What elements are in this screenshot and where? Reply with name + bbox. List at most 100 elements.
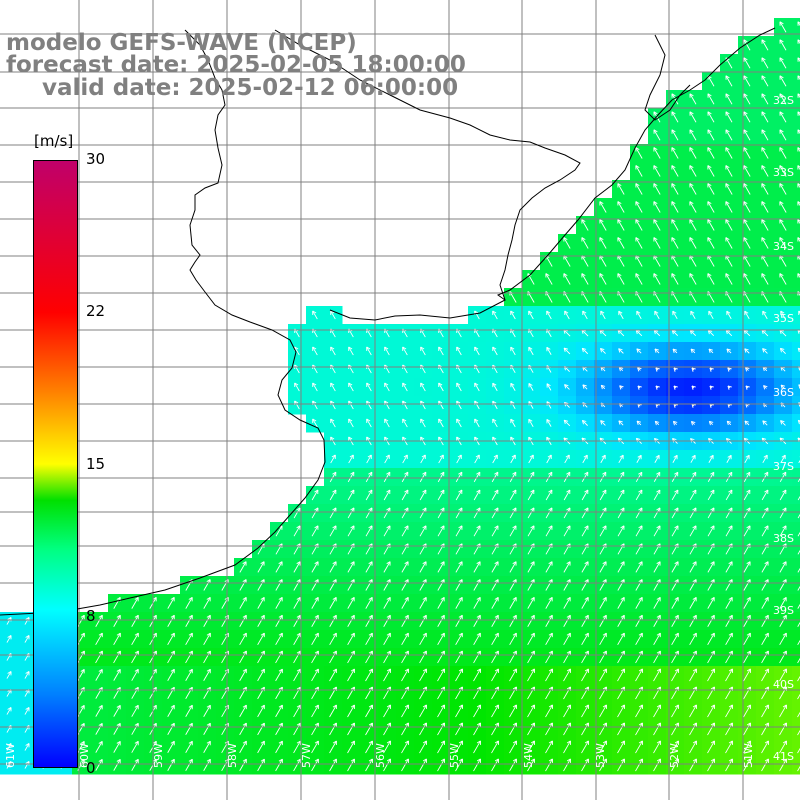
wind-arrow <box>653 111 661 123</box>
lon-label: 59W <box>152 743 165 768</box>
wind-arrow <box>330 418 336 428</box>
wind-arrow <box>779 561 787 573</box>
wind-arrow <box>779 93 787 105</box>
wind-cell <box>792 594 800 613</box>
wind-arrow <box>545 273 553 285</box>
wind-arrow <box>365 561 373 573</box>
wind-arrow <box>491 597 499 609</box>
wind-arrow <box>455 561 463 573</box>
wind-arrow <box>581 273 589 285</box>
wind-arrow <box>653 147 661 159</box>
wind-arrow <box>797 585 800 591</box>
wind-arrow <box>419 758 427 772</box>
wind-arrow <box>293 525 301 537</box>
wind-arrow <box>401 704 409 718</box>
wind-arrow <box>779 722 787 736</box>
wind-arrow <box>690 454 696 463</box>
wind-arrow <box>619 385 624 390</box>
wind-arrow <box>347 471 355 483</box>
wind-arrow <box>653 668 661 682</box>
wind-arrow <box>455 722 463 736</box>
wind-arrow <box>653 525 661 537</box>
wind-arrow <box>690 310 696 320</box>
wind-arrow <box>491 668 499 682</box>
wind-arrow <box>780 384 786 390</box>
wind-cell <box>792 756 800 775</box>
wind-arrow <box>293 650 301 664</box>
wind-arrow <box>689 201 697 213</box>
wind-arrow <box>365 650 373 664</box>
wind-arrow <box>653 129 661 141</box>
wind-arrow <box>419 704 427 718</box>
wind-arrow <box>311 489 319 501</box>
wind-arrow <box>689 740 697 754</box>
wind-arrow <box>563 273 571 285</box>
wind-cell <box>792 126 800 145</box>
wind-arrow <box>95 758 103 771</box>
wind-arrow <box>491 507 499 519</box>
wind-arrow <box>329 561 337 573</box>
wind-arrow <box>671 201 679 213</box>
wind-arrow <box>653 471 661 483</box>
wind-arrow <box>203 650 211 664</box>
wind-arrow <box>113 758 121 771</box>
wind-arrow <box>203 632 211 646</box>
wind-arrow <box>635 668 643 682</box>
wind-arrow <box>365 704 373 718</box>
wind-arrow <box>474 382 480 392</box>
wind-arrow <box>293 704 301 718</box>
wind-arrow <box>347 614 355 627</box>
wind-arrow <box>581 704 589 718</box>
wind-arrow <box>743 614 751 627</box>
wind-cell <box>792 144 800 163</box>
wind-arrow <box>745 367 750 372</box>
wind-arrow <box>185 758 193 771</box>
wind-arrow <box>563 704 571 718</box>
wind-cell <box>792 468 800 487</box>
wind-cell <box>792 504 800 523</box>
wind-arrow <box>599 347 606 354</box>
wind-arrow <box>24 761 30 769</box>
wind-arrow <box>725 129 733 141</box>
wind-arrow <box>743 704 751 718</box>
wind-arrow <box>492 346 498 356</box>
lon-label: 56W <box>374 743 387 768</box>
wind-arrow <box>726 454 732 463</box>
wind-arrow <box>275 668 283 682</box>
wind-arrow <box>473 632 481 646</box>
wind-arrow <box>707 129 715 141</box>
wind-arrow <box>347 668 355 682</box>
wind-arrow <box>257 668 265 682</box>
wind-arrow <box>599 237 607 249</box>
colorbar-tick-0: 0 <box>86 759 96 777</box>
wind-arrow <box>761 237 769 249</box>
wind-arrow <box>185 597 193 609</box>
wind-arrow <box>617 650 625 664</box>
wind-arrow <box>779 201 787 213</box>
wind-arrow <box>402 454 408 464</box>
wind-arrow <box>545 525 553 537</box>
wind-arrow <box>131 758 139 771</box>
wind-arrow <box>797 549 800 555</box>
wind-arrow <box>383 758 391 772</box>
wind-arrow <box>24 743 30 751</box>
wind-arrow <box>347 740 355 754</box>
wind-arrow <box>383 471 391 483</box>
wind-arrow <box>617 561 625 573</box>
wind-arrow <box>635 273 643 285</box>
wind-arrow <box>761 273 769 285</box>
wind-arrow <box>384 454 390 464</box>
wind-arrow <box>546 310 552 320</box>
wind-arrow <box>563 419 571 427</box>
wind-arrow <box>438 382 444 392</box>
wind-arrow <box>762 310 768 320</box>
wind-arrow <box>437 722 445 736</box>
wind-arrow <box>761 219 769 231</box>
wind-arrow <box>185 686 193 699</box>
wind-arrow <box>545 507 553 519</box>
wind-arrow <box>527 704 535 718</box>
wind-arrow <box>437 740 445 754</box>
wind-arrow <box>527 668 535 682</box>
wind-arrow <box>509 525 517 537</box>
wind-arrow <box>689 219 697 231</box>
